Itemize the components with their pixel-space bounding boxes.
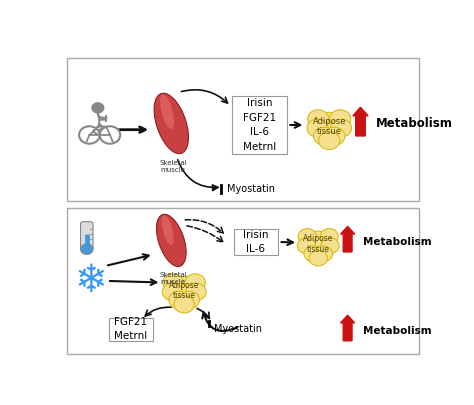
Circle shape <box>162 283 182 301</box>
Circle shape <box>330 110 351 128</box>
Circle shape <box>185 274 205 291</box>
Ellipse shape <box>156 214 186 266</box>
Circle shape <box>163 274 183 291</box>
Circle shape <box>174 276 194 294</box>
FancyArrow shape <box>340 315 355 341</box>
FancyBboxPatch shape <box>232 96 287 154</box>
Circle shape <box>186 283 206 301</box>
Circle shape <box>92 103 104 113</box>
Text: Metabolism: Metabolism <box>376 117 453 130</box>
Circle shape <box>304 246 322 262</box>
Circle shape <box>81 244 93 254</box>
Circle shape <box>313 127 335 145</box>
Text: Adipose
tissue: Adipose tissue <box>303 234 333 254</box>
Circle shape <box>297 238 316 254</box>
FancyBboxPatch shape <box>81 222 93 249</box>
Circle shape <box>307 119 328 137</box>
Circle shape <box>309 231 328 247</box>
Text: Adipose
tissue: Adipose tissue <box>312 117 346 136</box>
Circle shape <box>330 119 352 137</box>
Circle shape <box>319 112 340 130</box>
Circle shape <box>324 127 345 145</box>
FancyArrow shape <box>353 107 368 136</box>
Text: Adipose
tissue: Adipose tissue <box>169 281 200 300</box>
FancyBboxPatch shape <box>109 318 153 341</box>
Text: Metabolism: Metabolism <box>364 237 432 247</box>
Text: Irisin
FGF21
IL-6
Metrnl: Irisin FGF21 IL-6 Metrnl <box>243 98 276 151</box>
Bar <box>66 208 419 354</box>
Text: Myostatin: Myostatin <box>214 324 262 334</box>
Circle shape <box>174 296 194 313</box>
FancyArrow shape <box>340 226 355 252</box>
Text: FGF21
Metrnl: FGF21 Metrnl <box>114 317 147 341</box>
Text: ❄: ❄ <box>74 262 107 300</box>
Text: Skeletal
muscle: Skeletal muscle <box>159 160 187 173</box>
Circle shape <box>308 110 329 128</box>
Text: Skeletal
muscle: Skeletal muscle <box>159 272 187 286</box>
Bar <box>66 58 419 201</box>
Text: Myostatin: Myostatin <box>227 184 275 194</box>
Circle shape <box>298 228 316 244</box>
Text: Metabolism: Metabolism <box>364 326 432 336</box>
Circle shape <box>169 291 189 309</box>
Ellipse shape <box>154 93 189 153</box>
Text: Irisin
IL-6: Irisin IL-6 <box>243 230 269 254</box>
Circle shape <box>314 246 333 262</box>
Circle shape <box>321 238 339 254</box>
Circle shape <box>319 132 340 149</box>
Circle shape <box>320 228 338 244</box>
Circle shape <box>179 291 200 309</box>
Ellipse shape <box>162 215 173 245</box>
Circle shape <box>309 250 328 266</box>
Ellipse shape <box>160 94 174 129</box>
FancyBboxPatch shape <box>234 229 278 255</box>
